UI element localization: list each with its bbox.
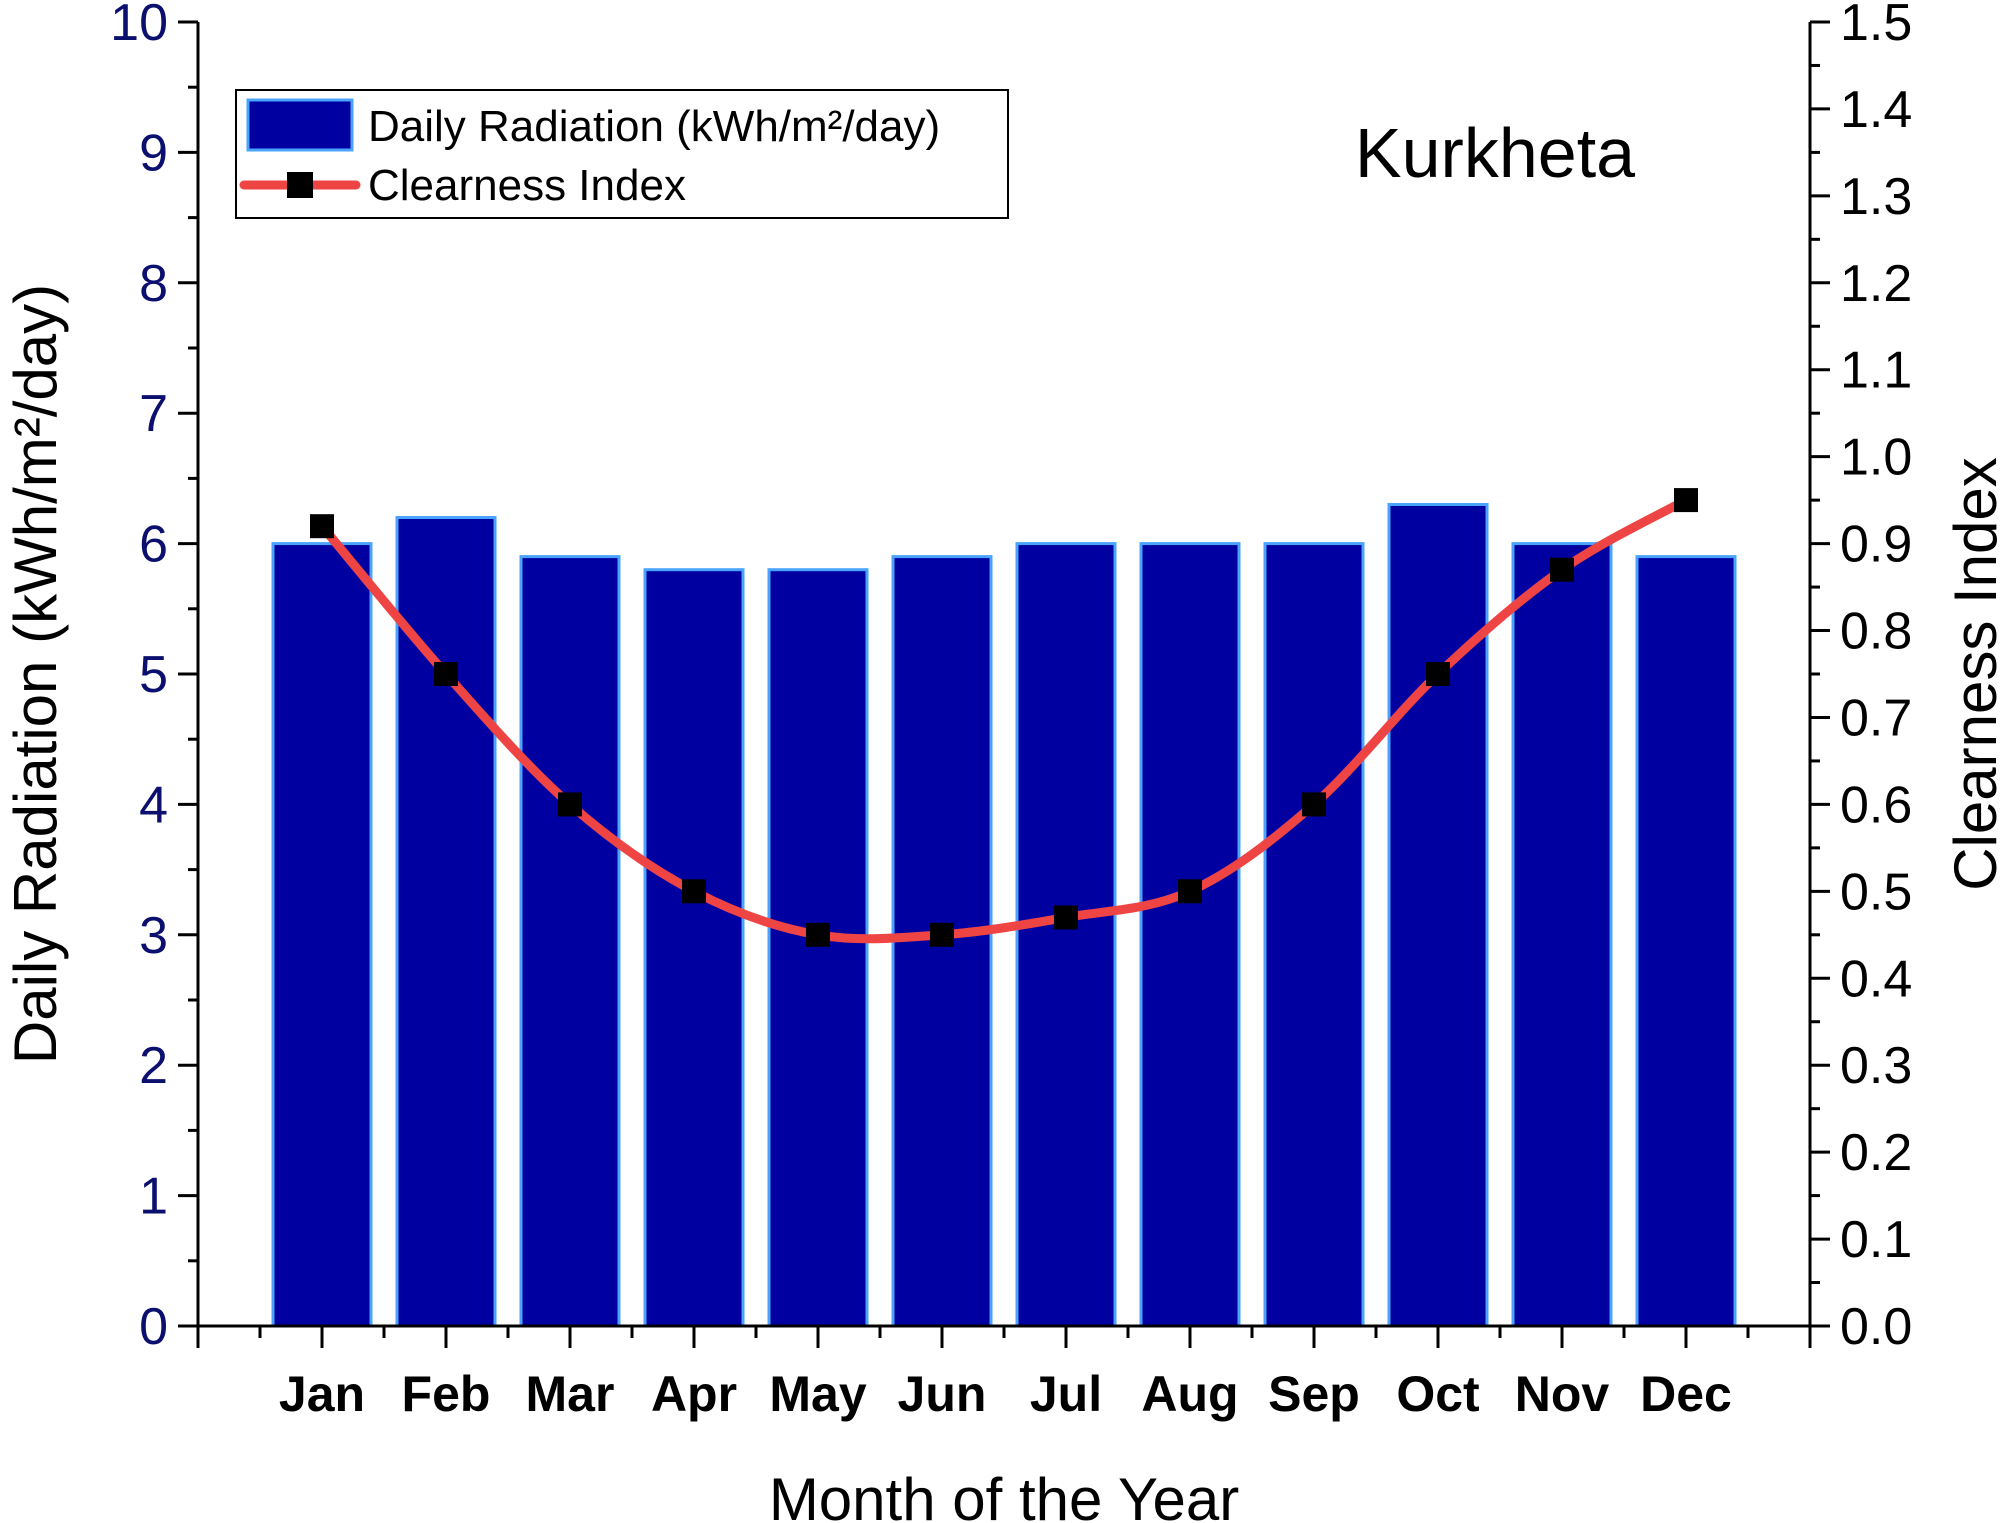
legend: Daily Radiation (kWh/m²/day) Clearness I…	[235, 89, 1009, 219]
x-tick-label-sep: Sep	[1268, 1366, 1360, 1422]
left-tick-label: 4	[139, 776, 168, 834]
right-tick-label: 1.5	[1840, 0, 1912, 52]
left-y-axis-title: Daily Radiation (kWh/m²/day)	[2, 284, 69, 1064]
left-tick-label: 1	[139, 1168, 168, 1226]
ci-marker-jun	[930, 922, 954, 947]
bar-series	[271, 503, 1737, 1328]
right-y-ticks: 0.0 0.1 0.2 0.3 0.4 0.5 0.6 0.7 0.8 0.9 1.0 1.1 1.2 1…	[1810, 0, 1912, 1356]
marker-series	[310, 488, 1698, 947]
x-tick-label-feb: Feb	[402, 1366, 491, 1422]
ci-marker-oct	[1426, 662, 1450, 686]
right-tick-label: 1.4	[1840, 81, 1912, 139]
left-tick-label: 6	[139, 516, 168, 574]
x-tick-label-oct: Oct	[1396, 1366, 1480, 1422]
bar-may	[767, 568, 869, 1328]
bar-sep	[1263, 542, 1365, 1328]
ci-marker-aug	[1178, 879, 1202, 904]
right-y-axis-title: Clearness Index	[1942, 457, 2008, 891]
left-tick-label: 9	[139, 124, 168, 182]
left-tick-label: 0	[139, 1298, 168, 1356]
ci-marker-feb	[434, 662, 458, 686]
bar-mar	[519, 555, 621, 1328]
bar-feb	[395, 516, 497, 1328]
ci-marker-sep	[1302, 792, 1326, 817]
right-tick-label: 0.4	[1840, 950, 1912, 1008]
right-tick-label: 0.8	[1840, 603, 1912, 661]
bar-nov	[1511, 542, 1613, 1328]
right-tick-label: 0.3	[1840, 1037, 1912, 1095]
legend-line-label: Clearness Index	[368, 161, 686, 210]
legend-marker-swatch	[287, 172, 313, 198]
ci-marker-mar	[558, 792, 582, 817]
x-tick-label-jul: Jul	[1030, 1366, 1102, 1422]
x-ticks: Jan Feb Mar Apr May Jun Jul Aug Sep Oct Nov Dec	[196, 1326, 1812, 1422]
bar-oct	[1387, 503, 1489, 1328]
bar-jul	[1015, 542, 1117, 1328]
legend-bar-label: Daily Radiation (kWh/m²/day)	[368, 102, 940, 151]
ci-marker-may	[806, 922, 830, 947]
bar-dec	[1635, 555, 1737, 1328]
right-tick-label: 0.1	[1840, 1211, 1912, 1269]
right-tick-label: 0.5	[1840, 863, 1912, 921]
right-tick-label: 0.2	[1840, 1124, 1912, 1182]
x-tick-label-nov: Nov	[1515, 1366, 1610, 1422]
left-tick-label: 2	[139, 1037, 168, 1095]
ci-marker-jan	[310, 514, 334, 539]
right-tick-label: 1.2	[1840, 255, 1912, 313]
site-annotation: Kurkheta	[1355, 114, 1635, 192]
left-y-ticks: 0 1 2 3 4 5 6 7 8 9 10	[110, 0, 198, 1356]
left-tick-label: 5	[139, 646, 168, 704]
right-tick-label: 1.0	[1840, 429, 1912, 487]
x-tick-label-mar: Mar	[526, 1366, 615, 1422]
x-axis-title: Month of the Year	[769, 1466, 1239, 1523]
left-tick-label: 3	[139, 907, 168, 965]
bar-jan	[271, 542, 373, 1328]
right-tick-label: 0.9	[1840, 516, 1912, 574]
x-tick-label-jan: Jan	[279, 1366, 365, 1422]
legend-box	[235, 89, 1009, 219]
right-tick-label: 0.7	[1840, 689, 1912, 747]
right-tick-label: 0.6	[1840, 776, 1912, 834]
bar-apr	[643, 568, 745, 1328]
bar-aug	[1139, 542, 1241, 1328]
left-tick-label: 10	[110, 0, 168, 52]
right-tick-label: 0.0	[1840, 1298, 1912, 1356]
right-tick-label: 1.3	[1840, 168, 1912, 226]
ci-marker-jul	[1054, 905, 1078, 930]
x-tick-label-dec: Dec	[1640, 1366, 1732, 1422]
legend-bar-swatch	[246, 98, 354, 152]
ci-marker-apr	[682, 879, 706, 904]
left-tick-label: 8	[139, 255, 168, 313]
x-tick-label-aug: Aug	[1141, 1366, 1238, 1422]
ci-marker-nov	[1550, 557, 1574, 582]
right-tick-label: 1.1	[1840, 342, 1912, 400]
x-tick-label-may: May	[769, 1366, 866, 1422]
left-tick-label: 7	[139, 385, 168, 443]
ci-marker-dec	[1674, 488, 1698, 513]
x-tick-label-apr: Apr	[651, 1366, 737, 1422]
x-tick-label-jun: Jun	[898, 1366, 987, 1422]
